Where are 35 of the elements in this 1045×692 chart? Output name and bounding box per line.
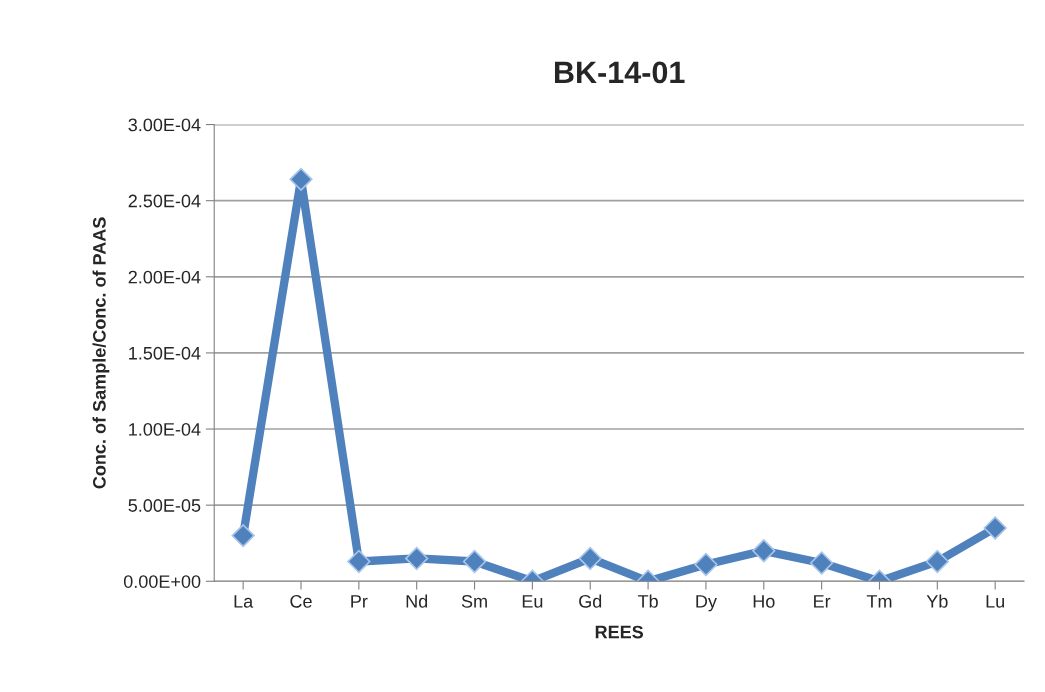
y-tick-label: 3.00E-04 (128, 118, 201, 132)
x-tick-label: Eu (522, 595, 543, 608)
x-axis-title: REES (595, 625, 644, 639)
x-tick-label: Yb (926, 594, 948, 608)
x-tick-label: Tb (637, 594, 658, 608)
x-tick-label: Er (814, 595, 831, 608)
x-tick-label: Ho (753, 595, 775, 608)
point (289, 167, 313, 192)
y-tick-label: 2.00E-04 (128, 270, 201, 284)
y-axis-title: Conc. of Sample/Conc. of PAAS (92, 217, 110, 489)
y-tick-label: 2.50E-04 (128, 194, 201, 208)
y-tick-label: 1.50E-04 (129, 346, 201, 360)
x-tick-label: La (234, 595, 254, 608)
point (231, 523, 255, 548)
x-tick-label: Nd (406, 594, 428, 608)
y-tick-label: 0.00E+00 (123, 575, 201, 588)
point (578, 546, 602, 571)
point (925, 549, 949, 574)
point (983, 516, 1007, 540)
x-tick-label: Sm (461, 594, 487, 608)
x-tick-label: Dy (696, 595, 717, 612)
x-tick-label: Ce (290, 594, 312, 608)
x-tick-label: Tm (866, 595, 892, 608)
point (405, 546, 429, 571)
point (347, 549, 371, 574)
x-tick-label: Lu (986, 595, 1005, 608)
point (809, 551, 834, 575)
chart-title: BK-14-01 (554, 61, 685, 84)
y-tick-label: 1.00E-04 (129, 422, 201, 436)
x-tick-label: Gd (579, 594, 602, 608)
x-tick-label: Pr (351, 595, 368, 608)
point (462, 549, 487, 574)
point (752, 539, 776, 563)
y-tick-label: 5.00E-05 (128, 499, 201, 512)
point (694, 552, 718, 577)
